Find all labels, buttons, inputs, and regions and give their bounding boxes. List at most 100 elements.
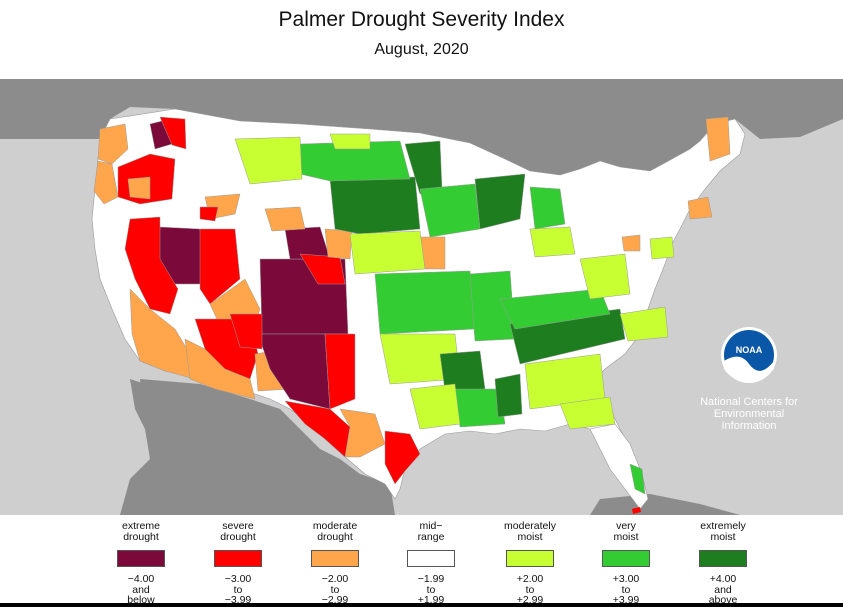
legend-range-line1: −3.00 xyxy=(224,573,252,585)
legend-swatch-severe-drought xyxy=(214,550,262,567)
legend-range: +4.00 and above xyxy=(673,574,773,606)
map-subtitle: August, 2020 xyxy=(374,41,469,58)
legend-range-line2: to xyxy=(233,583,243,596)
noaa-logo: NOAA xyxy=(721,327,777,383)
legend-range: −1.99 to +1.99 xyxy=(381,574,481,606)
division-va-moist xyxy=(619,306,669,342)
division-nm-extreme xyxy=(257,333,331,410)
legend-label-line2: drought xyxy=(317,530,353,543)
legend-label-line2: moist xyxy=(613,530,639,543)
legend-range-line3: +1.99 xyxy=(417,594,445,606)
division-pa-moderate xyxy=(621,234,641,252)
division-or-moderate xyxy=(127,176,151,200)
legend-label-line1: mid− xyxy=(419,520,443,532)
legend-range-line1: +4.00 xyxy=(709,573,737,585)
legend-label-line1: extreme xyxy=(122,520,160,532)
legend-label: extremely moist xyxy=(673,515,773,542)
legend-item-severe-drought: severe drought −3.00 to −3.99 xyxy=(188,515,288,606)
legend-item-moderate-drought: moderate drought −2.00 to −2.99 xyxy=(285,515,385,606)
legend-item-moderately-moist: moderately moist +2.00 to +2.99 xyxy=(480,515,580,606)
division-wy-moderate xyxy=(264,206,306,232)
legend-label: severe drought xyxy=(188,515,288,542)
division-me-moderate xyxy=(705,116,731,162)
legend-range-line3: −2.99 xyxy=(321,594,349,606)
division-mi-moist xyxy=(529,226,576,258)
division-co-severe xyxy=(299,253,346,285)
legend-range-line2: to xyxy=(525,583,535,596)
division-id-severe xyxy=(199,206,219,222)
division-ms-extreme-moist xyxy=(494,373,523,418)
legend-swatch-extreme-drought xyxy=(117,550,165,567)
division-mt-moist2 xyxy=(329,133,371,150)
division-mn-very-moist xyxy=(419,183,481,238)
legend-item-mid-range: mid− range −1.99 to +1.99 xyxy=(381,515,481,606)
noaa-caption: National Centers for Environmental Infor… xyxy=(686,396,812,432)
division-ks-very-moist xyxy=(374,270,476,335)
legend-item-extreme-drought: extreme drought −4.00 and below xyxy=(91,515,191,606)
legend-range: +2.00 to +2.99 xyxy=(480,574,580,606)
legend-swatch-mid-range xyxy=(407,550,455,567)
noaa-caption-line1: National Centers for xyxy=(700,396,798,408)
division-ne-moist xyxy=(349,230,426,275)
legend-label-line1: very xyxy=(616,520,636,532)
legend-range: −4.00 and below xyxy=(91,574,191,606)
legend-label-line1: moderately xyxy=(504,520,556,532)
florida xyxy=(589,423,649,510)
legend-swatch-moderate-drought xyxy=(311,550,359,567)
legend-range-line3: −3.99 xyxy=(224,594,252,606)
legend-label-line1: moderate xyxy=(312,520,358,532)
legend-label-line2: moist xyxy=(710,530,736,543)
division-ut-severe xyxy=(199,228,241,305)
legend-label: moderate drought xyxy=(285,515,385,542)
division-wa-coast xyxy=(97,123,129,165)
division-nm-severe2 xyxy=(229,313,263,350)
legend-range-line2: and xyxy=(132,583,150,596)
division-mi-very-moist xyxy=(529,186,566,230)
legend-range-line2: to xyxy=(621,583,631,596)
division-az-moderate xyxy=(184,338,256,400)
cuba-land xyxy=(590,494,740,515)
legend-range-line2: and xyxy=(714,583,732,596)
division-tx-severe-gulf xyxy=(384,430,421,485)
legend-item-extremely-moist: extremely moist +4.00 and above xyxy=(673,515,773,606)
legend-label-line1: extremely xyxy=(700,520,746,532)
canada-land xyxy=(0,79,843,175)
legend-range-line3: below xyxy=(127,594,155,606)
legend-range-line1: +2.00 xyxy=(516,573,544,585)
division-oh-moist xyxy=(579,253,631,300)
division-tx-east-moist xyxy=(409,383,461,430)
division-nm-severe xyxy=(324,333,356,410)
legend-label-line2: range xyxy=(417,530,445,543)
legend-label: mid− range xyxy=(381,515,481,542)
division-nv-severe xyxy=(124,216,179,315)
drought-map: NOAA xyxy=(0,79,843,515)
division-md-moist xyxy=(649,236,675,260)
division-tx-moderate xyxy=(339,408,386,458)
noaa-caption-line3: Information xyxy=(721,420,777,432)
legend-range-line3: +3.99 xyxy=(612,594,640,606)
legend-range-line3: above xyxy=(708,594,738,606)
legend-range-line1: −2.00 xyxy=(321,573,349,585)
legend-label-line1: severe xyxy=(222,520,254,532)
legend-label-line2: drought xyxy=(220,530,256,543)
legend-range: −2.00 to −2.99 xyxy=(285,574,385,606)
baja-peninsula xyxy=(130,379,200,504)
noaa-logo-text: NOAA xyxy=(736,345,763,355)
division-wa-severe xyxy=(159,116,187,150)
division-or-coast xyxy=(93,160,119,205)
division-ga-moist xyxy=(559,396,616,430)
division-fl-very-moist xyxy=(629,463,646,495)
legend-range: −3.00 to −3.99 xyxy=(188,574,288,606)
legend-label: moderately moist xyxy=(480,515,580,542)
legend-range-line1: +3.00 xyxy=(612,573,640,585)
legend-range-line1: −4.00 xyxy=(127,573,155,585)
legend-item-very-moist: very moist +3.00 to +3.99 xyxy=(576,515,676,606)
legend-swatch-very-moist xyxy=(602,550,650,567)
legend-swatch-moderately-moist xyxy=(506,550,554,567)
bottom-rule xyxy=(0,603,843,607)
legend-range-line2: to xyxy=(330,583,340,596)
division-ky-very-moist xyxy=(499,288,611,330)
legend-swatch-extremely-moist xyxy=(699,550,747,567)
legend-label-line2: moist xyxy=(517,530,543,543)
legend-range-line3: +2.99 xyxy=(516,594,544,606)
